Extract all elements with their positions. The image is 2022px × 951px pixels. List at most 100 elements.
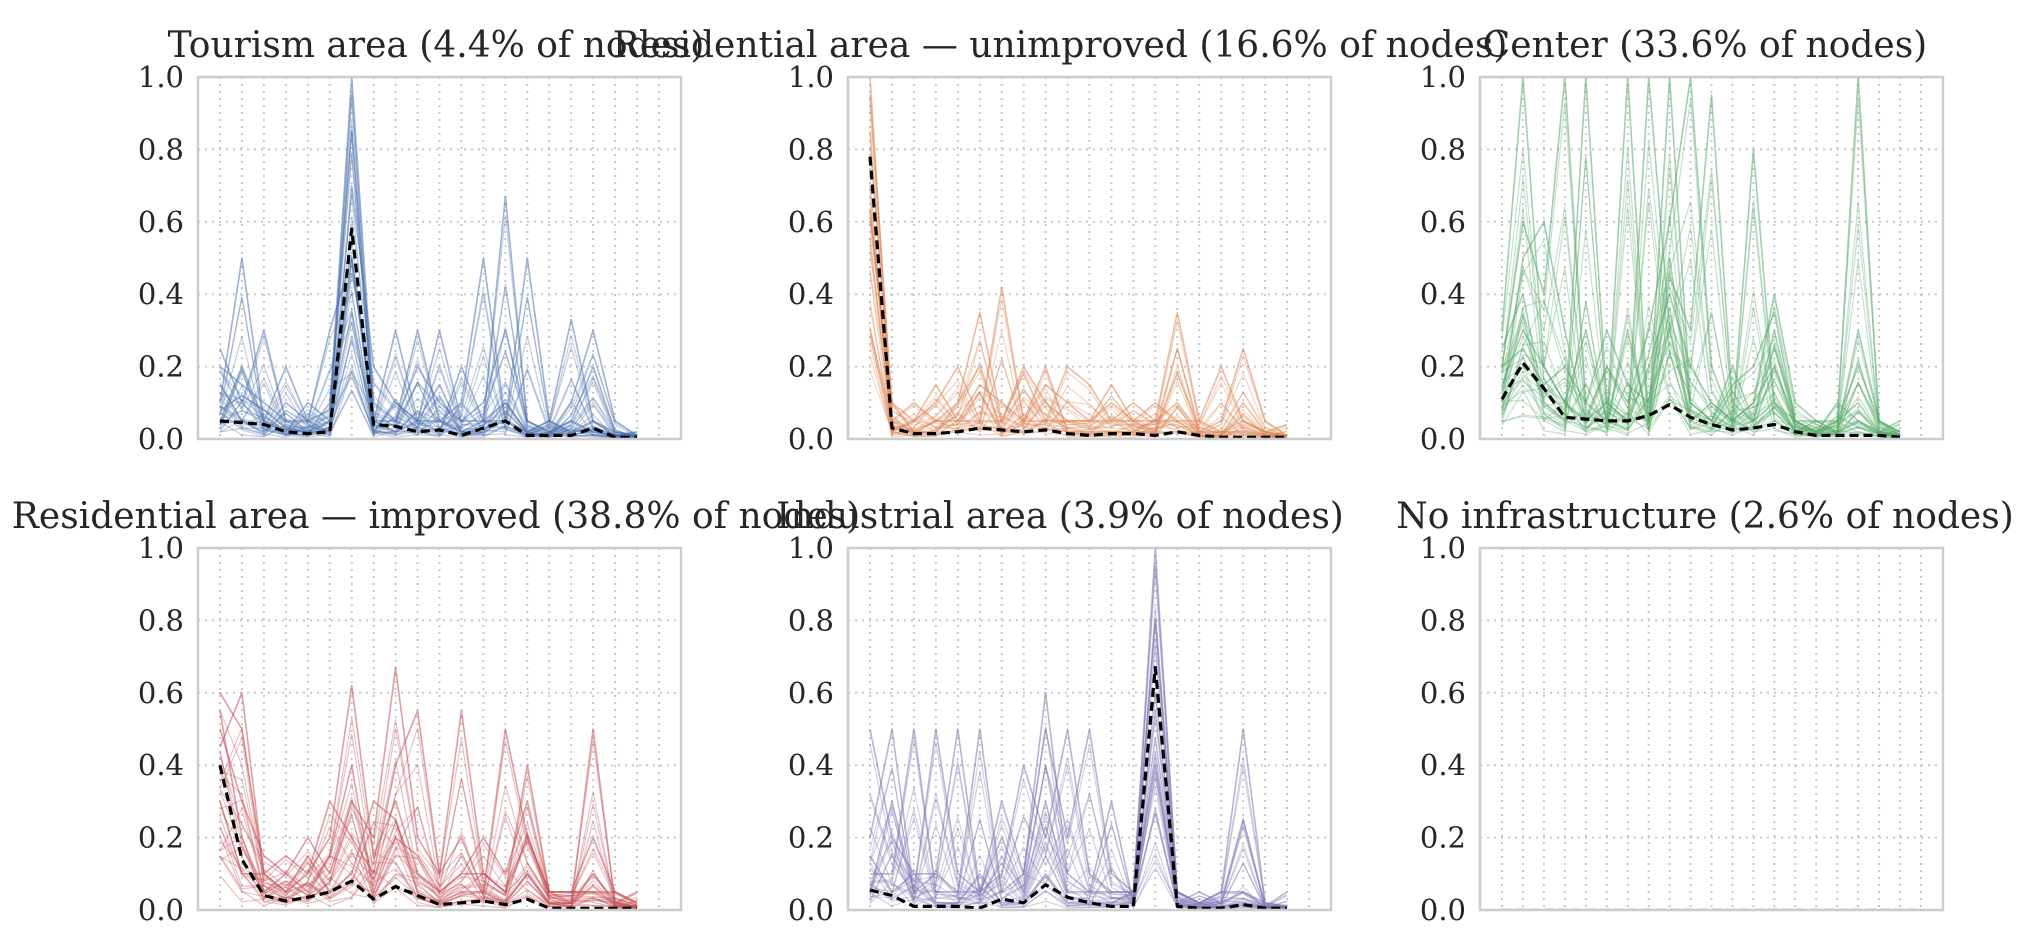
y-tick-label: 0.6 [788, 205, 834, 239]
y-tick-label: 0.8 [788, 603, 834, 637]
individual-series-line [869, 691, 1288, 908]
y-tick-label: 0.0 [138, 422, 184, 456]
y-tick-label: 0.4 [1420, 748, 1466, 782]
individual-series-line [869, 207, 1288, 438]
y-tick-label: 0.4 [788, 748, 834, 782]
y-tick-label: 0.8 [1420, 132, 1466, 166]
individual-series-line [219, 773, 638, 906]
individual-series-line [219, 364, 638, 438]
individual-series-line [219, 389, 638, 439]
individual-series-line [219, 799, 638, 909]
mean-series-line [1500, 361, 1901, 439]
individual-series-line [869, 330, 1288, 438]
individual-series-line [1501, 149, 1901, 437]
axes-frame [1478, 75, 1945, 441]
axes-frame [196, 546, 683, 912]
individual-series-line [219, 691, 638, 908]
subplot-3: 0.0 0.2 0.4 0.6 0.8 1.0 Center (33.6% of nodes… [1420, 25, 1945, 456]
individual-series-line [869, 618, 1288, 908]
series-group [868, 77, 1288, 439]
individual-series-line [869, 764, 1287, 908]
y-tick-label: 0.6 [138, 205, 184, 239]
y-tick-label: 0.6 [788, 676, 834, 710]
individual-series-line [869, 185, 1287, 437]
y-tick-label: 0.4 [138, 277, 184, 311]
y-tick-label: 0.4 [138, 748, 184, 782]
individual-series-line [219, 273, 638, 437]
individual-series-line [1501, 207, 1901, 438]
individual-series-line [869, 212, 1288, 438]
y-tick-label: 0.0 [788, 422, 834, 456]
individual-series-line [1501, 148, 1901, 437]
y-tick-label: 0.0 [1420, 893, 1466, 927]
individual-series-line [1501, 102, 1901, 435]
individual-series-line [219, 151, 638, 437]
individual-series-line [869, 343, 1288, 439]
axes-frame [846, 75, 1333, 441]
individual-series-line [219, 184, 637, 437]
individual-series-line [869, 326, 1288, 439]
individual-series-line [869, 269, 1288, 438]
individual-series-line [1501, 206, 1901, 438]
y-tick-label: 0.4 [788, 277, 834, 311]
individual-series-line [1501, 178, 1901, 437]
individual-series-line [219, 856, 638, 909]
series-group [1500, 77, 1901, 439]
individual-series-line [1501, 322, 1901, 435]
individual-series-line [219, 215, 638, 437]
subplot-title: Tourism area (4.4% of nodes) [168, 25, 705, 66]
individual-series-line [1501, 260, 1901, 439]
individual-series-line [869, 765, 1288, 908]
axes-frame [1478, 546, 1945, 912]
individual-series-line [219, 805, 638, 910]
y-tick-label: 1.0 [1420, 531, 1466, 565]
individual-series-line [869, 606, 1288, 908]
individual-series-line [219, 710, 638, 908]
y-tick-label: 1.0 [788, 60, 834, 94]
individual-series-line [1501, 350, 1901, 437]
individual-series-line [219, 734, 638, 906]
individual-series-line [869, 106, 1288, 437]
y-tick-label: 0.2 [788, 350, 834, 384]
y-tick-label: 0.4 [1420, 277, 1466, 311]
individual-series-line [1501, 268, 1901, 437]
individual-series-line [869, 251, 1288, 437]
individual-series-line [869, 131, 1288, 437]
individual-series-line [1501, 270, 1901, 433]
y-tick-label: 0.0 [138, 893, 184, 927]
individual-series-line [219, 728, 638, 906]
individual-series-line [1501, 358, 1901, 438]
individual-series-line [219, 257, 638, 437]
individual-series-line [869, 620, 1288, 909]
axes-frame [846, 546, 1333, 912]
individual-series-line [1501, 257, 1901, 433]
y-tick-label: 0.8 [788, 132, 834, 166]
individual-series-line [219, 821, 638, 906]
subplot-title: No infrastructure (2.6% of nodes) [1396, 496, 2014, 537]
y-tick-label: 1.0 [138, 531, 184, 565]
individual-series-line [869, 709, 1288, 908]
subplot-title: Industrial area (3.9% of nodes) [776, 496, 1344, 537]
individual-series-line [1501, 215, 1901, 436]
y-tick-label: 1.0 [1420, 60, 1466, 94]
individual-series-line [219, 264, 638, 439]
individual-series-line [869, 208, 1288, 437]
individual-series-line [219, 835, 638, 909]
individual-series-line [219, 388, 638, 438]
individual-series-line [869, 221, 1288, 437]
individual-series-line [219, 835, 638, 910]
individual-series-line [219, 751, 638, 908]
y-tick-label: 0.2 [1420, 821, 1466, 855]
y-tick-label: 0.6 [1420, 205, 1466, 239]
individual-series-line [219, 666, 638, 904]
individual-series-line [869, 565, 1287, 908]
individual-series-line [869, 647, 1288, 909]
individual-series-line [869, 327, 1288, 439]
individual-series-line [869, 711, 1288, 908]
subplot-title: Residential area — unimproved (16.6% of … [613, 25, 1508, 66]
individual-series-line [219, 760, 638, 907]
individual-series-line [1501, 226, 1901, 436]
